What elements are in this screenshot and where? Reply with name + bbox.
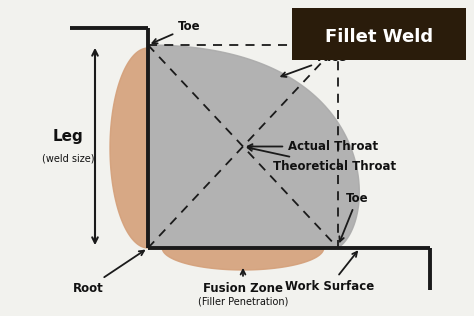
Text: (Filler Penetration): (Filler Penetration) (198, 297, 288, 307)
Text: Root: Root (73, 251, 144, 295)
Text: Theoretical Throat: Theoretical Throat (248, 146, 396, 173)
Text: Fusion Zone: Fusion Zone (203, 270, 283, 295)
Polygon shape (110, 45, 148, 248)
Text: Actual Throat: Actual Throat (248, 140, 378, 153)
Text: Fillet Weld: Fillet Weld (325, 28, 433, 46)
Text: Leg: Leg (53, 129, 83, 144)
Bar (292, 8, 466, 60)
Text: Toe: Toe (339, 191, 369, 241)
Polygon shape (148, 45, 359, 248)
Text: Face: Face (281, 52, 347, 77)
Polygon shape (148, 248, 338, 270)
Text: Toe: Toe (153, 21, 201, 43)
Text: (weld size): (weld size) (42, 154, 94, 163)
Text: Work Surface: Work Surface (285, 252, 374, 293)
